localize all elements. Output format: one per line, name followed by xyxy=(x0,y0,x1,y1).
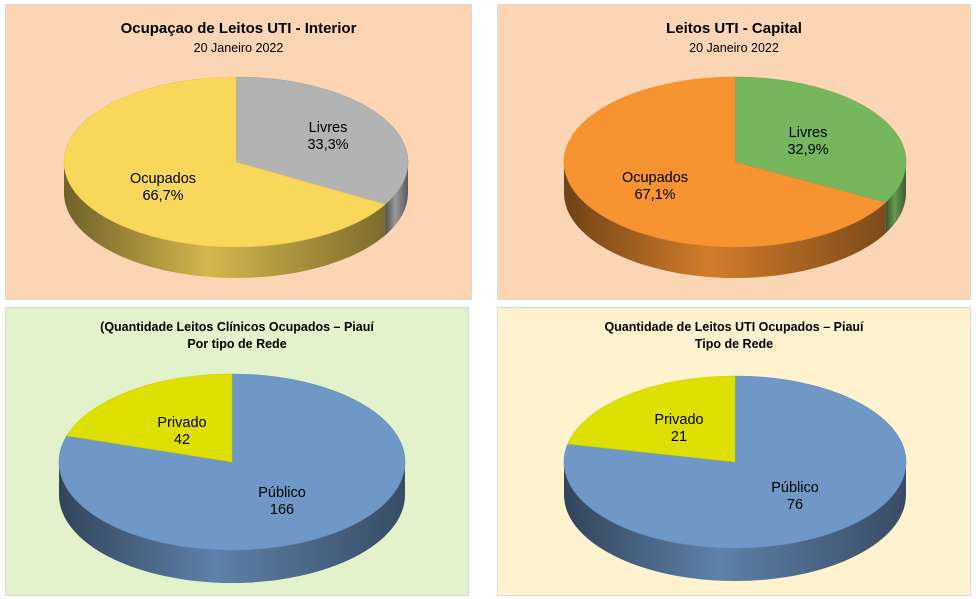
slice-label: Privado xyxy=(654,412,703,428)
pie-slice-side xyxy=(564,162,886,278)
slice-value-label: 32,9% xyxy=(787,142,828,158)
pie-slice-side xyxy=(59,462,405,583)
chart-title: Quantidade de Leitos UTI Ocupados – Piau… xyxy=(604,320,864,334)
slice-value-label: 66,7% xyxy=(142,188,183,204)
slice-value-label: 67,1% xyxy=(634,187,675,203)
chart-panel-capital: Leitos UTI - Capital 20 Janeiro 2022 Liv… xyxy=(497,4,971,300)
chart-subtitle: Por tipo de Rede xyxy=(187,337,287,351)
pie-slice-ocupados xyxy=(563,76,886,248)
pie-slice-ocupados xyxy=(63,76,386,248)
chart-panel-leitos-clinicos: (Quantidade Leitos Clínicos Ocupados – P… xyxy=(5,307,469,596)
pie-slice-side xyxy=(64,162,386,279)
chart-subtitle: 20 Janeiro 2022 xyxy=(193,41,284,55)
pie-slice-side xyxy=(564,462,906,581)
slice-label: Ocupados xyxy=(130,171,196,187)
chart-title: Ocupaçao de Leitos UTI - Interior xyxy=(120,20,357,37)
chart-panel-leitos-uti: Quantidade de Leitos UTI Ocupados – Piau… xyxy=(497,307,971,596)
slice-label: Público xyxy=(258,485,306,501)
pie-slice-side xyxy=(885,162,906,234)
chart-subtitle: 20 Janeiro 2022 xyxy=(689,41,779,55)
chart-title: (Quantidade Leitos Clínicos Ocupados – P… xyxy=(100,320,374,334)
slice-label: Livres xyxy=(309,120,348,136)
pie-slice-side xyxy=(385,162,408,236)
slice-value-label: 21 xyxy=(671,429,687,445)
chart-panel-interior: Ocupaçao de Leitos UTI - Interior 20 Jan… xyxy=(5,4,472,300)
slice-value-label: 76 xyxy=(787,497,803,513)
pie-slice-privado xyxy=(567,375,736,463)
pie-slice-livres xyxy=(734,76,907,203)
slice-value-label: 33,3% xyxy=(307,137,348,153)
slice-value-label: 166 xyxy=(270,502,294,518)
pie-slice-privado xyxy=(66,373,233,463)
chart-title: Leitos UTI - Capital xyxy=(666,20,802,37)
slice-label: Público xyxy=(771,480,819,496)
slice-label: Livres xyxy=(789,125,828,141)
chart-subtitle: Tipo de Rede xyxy=(694,337,774,351)
slice-label: Ocupados xyxy=(622,170,688,186)
pie-slice-livres xyxy=(235,76,409,205)
slice-value-label: 42 xyxy=(174,432,190,448)
slice-label: Privado xyxy=(157,415,206,431)
